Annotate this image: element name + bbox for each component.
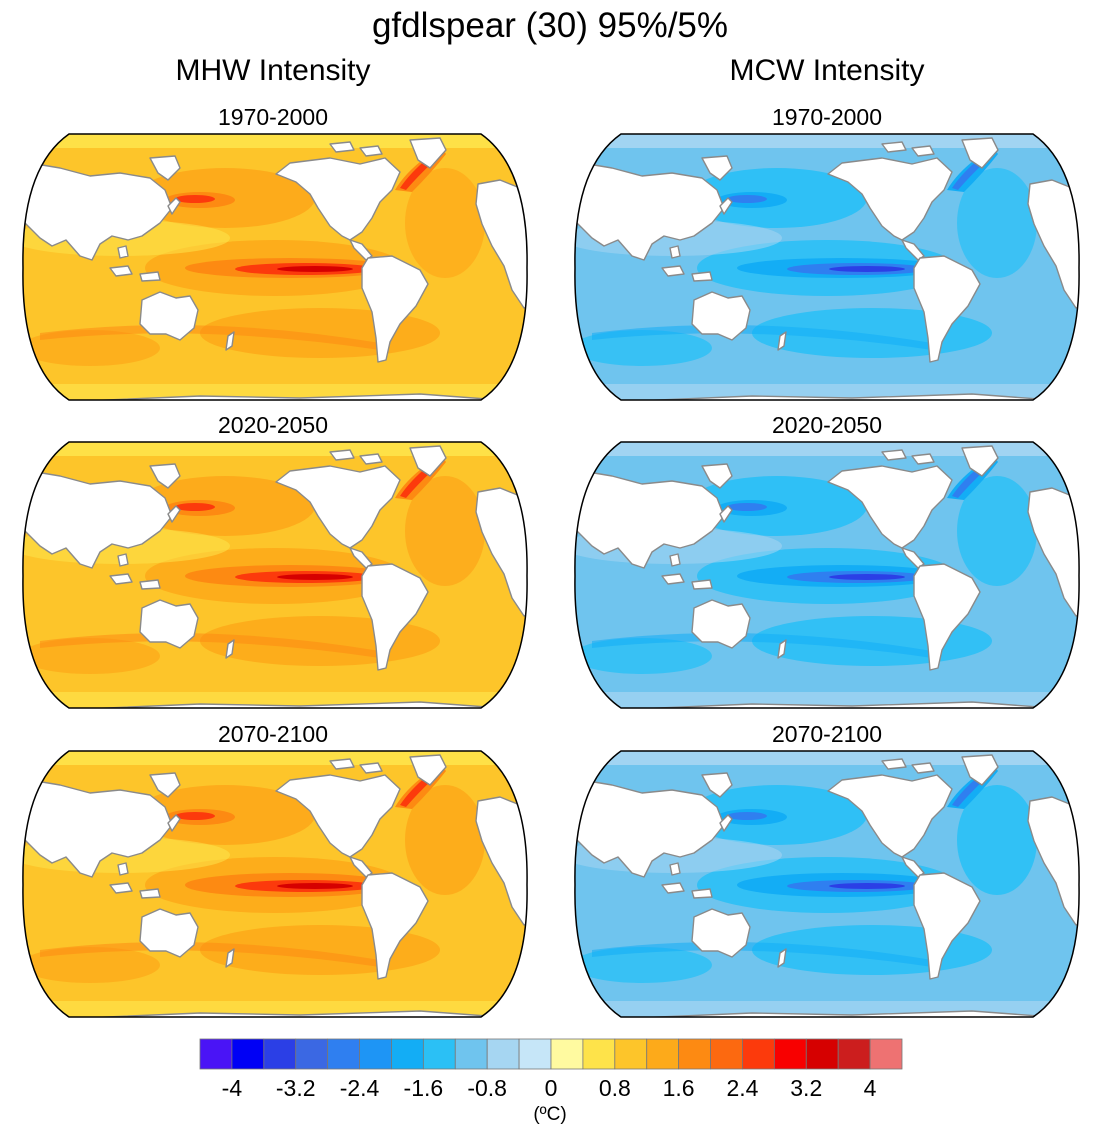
- colorbar-swatch: [710, 1038, 743, 1070]
- colorbar-tick-label: -3.2: [275, 1075, 316, 1101]
- colorbar-swatch: [263, 1038, 297, 1070]
- colorbar-swatch: [231, 1038, 265, 1070]
- map-outline: [22, 441, 528, 709]
- map-mcw-1970-2000: [574, 133, 1080, 401]
- colorbar-swatch: [773, 1038, 807, 1070]
- colorbar-swatch: [327, 1038, 360, 1070]
- colorbar-tick-label: 1.6: [662, 1075, 695, 1101]
- colorbar-swatch: [454, 1038, 488, 1070]
- colorbar-swatch: [199, 1038, 233, 1070]
- colorbar-tick-label: 4: [863, 1075, 877, 1101]
- colorbar-swatch: [614, 1038, 648, 1070]
- period-label-mhw-1: 1970-2000: [218, 104, 328, 130]
- colorbar-swatch: [678, 1038, 711, 1070]
- colorbar-tick-label: 2.4: [726, 1075, 759, 1101]
- period-label-mcw-3: 2070-2100: [772, 721, 882, 747]
- colorbar-swatch: [359, 1038, 392, 1070]
- colorbar-tick-label: -2.4: [339, 1075, 380, 1101]
- period-label-mhw-3: 2070-2100: [218, 721, 328, 747]
- colorbar-tick-label: -4: [221, 1075, 243, 1101]
- colorbar-tick-label: -1.6: [403, 1075, 444, 1101]
- colorbar-unit-label: (ºC): [533, 1104, 567, 1125]
- colorbar-swatch: [646, 1038, 680, 1070]
- colorbar-swatch: [742, 1038, 775, 1070]
- colorbar-tick-label: 0.8: [598, 1075, 631, 1101]
- map-outline: [22, 750, 528, 1018]
- colorbar-tick-label: 0: [544, 1075, 558, 1101]
- map-mhw-1970-2000: [22, 133, 528, 401]
- colorbar-swatch: [422, 1038, 456, 1070]
- period-label-mhw-2: 2020-2050: [218, 412, 328, 438]
- column-heading-mcw: MCW Intensity: [729, 54, 925, 87]
- map-mhw-2020-2050: [22, 441, 528, 709]
- colorbar-tick-label: -0.8: [467, 1075, 507, 1101]
- colorbar-swatch: [550, 1038, 584, 1070]
- colorbar-swatch: [805, 1038, 839, 1070]
- map-outline: [574, 750, 1080, 1018]
- map-mhw-2070-2100: [22, 750, 528, 1018]
- colorbar-swatch: [582, 1038, 616, 1070]
- colorbar-swatch: [518, 1038, 552, 1070]
- figure-title: gfdlspear (30) 95%/5%: [371, 6, 729, 45]
- period-label-mcw-2: 2020-2050: [772, 412, 882, 438]
- map-mcw-2070-2100: [574, 750, 1080, 1018]
- colorbar-swatch: [391, 1038, 424, 1070]
- colorbar: [199, 1038, 903, 1070]
- map-mcw-2020-2050: [574, 441, 1080, 709]
- column-heading-mhw: MHW Intensity: [175, 54, 371, 87]
- colorbar-swatch: [869, 1038, 903, 1070]
- colorbar-swatch: [486, 1038, 520, 1070]
- colorbar-tick-label: 3.2: [790, 1075, 823, 1101]
- map-outline: [574, 133, 1080, 401]
- map-outline: [574, 441, 1080, 709]
- map-outline: [22, 133, 528, 401]
- colorbar-swatch: [295, 1038, 329, 1070]
- colorbar-swatch: [837, 1038, 871, 1070]
- period-label-mcw-1: 1970-2000: [772, 104, 882, 130]
